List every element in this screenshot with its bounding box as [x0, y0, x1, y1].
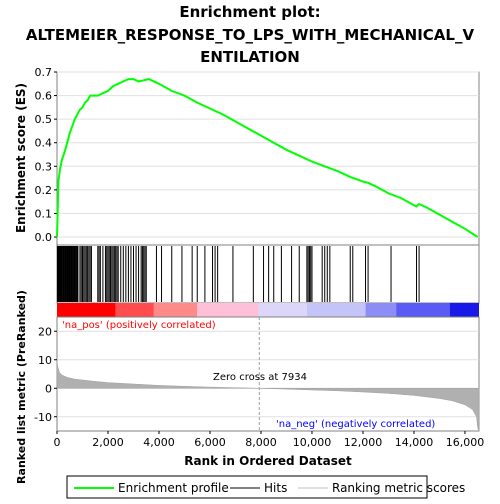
x-tick-label: 8,000: [245, 436, 277, 449]
chart-title: Enrichment plot: ALTEMEIER_RESPONSE_TO_L…: [26, 3, 475, 66]
color-bar-segment: [197, 303, 259, 317]
x-ticks: 0 2,000 4,000 6,000 8,000 10,000 12,000 14,000 1…: [54, 431, 485, 449]
color-bar-segment: [365, 303, 397, 317]
title-line-2: ALTEMEIER_RESPONSE_TO_LPS_WITH_MECHANICA…: [26, 26, 475, 44]
color-bar-segment: [153, 303, 198, 317]
x-tick-label: 16,000: [446, 436, 485, 449]
x-tick-label: 14,000: [395, 436, 434, 449]
title-line-1: Enrichment plot:: [179, 3, 320, 21]
enrichment-profile-line: [56, 78, 479, 238]
es-tick-label: 0.0: [35, 231, 53, 244]
metric-tick-label: 0: [45, 382, 52, 395]
x-tick-label: 12,000: [344, 436, 383, 449]
hits-panel-frame: [56, 244, 480, 304]
metric-tick-label: -10: [34, 411, 52, 424]
metric-y-ticks: -10 0 10 20: [34, 325, 57, 424]
es-tick-label: 0.4: [35, 137, 53, 150]
legend-label-metric: Ranking metric scores: [332, 481, 465, 495]
metric-panel-frame: [56, 316, 480, 432]
hit-marks: [57, 246, 420, 302]
color-bar-segment: [258, 303, 307, 317]
metric-tick-label: 10: [38, 354, 52, 367]
x-tick-label: 0: [54, 436, 61, 449]
ranking-color-bar: [57, 303, 479, 317]
title-line-3: ENTILATION: [200, 48, 300, 66]
color-bar-segment: [57, 303, 116, 317]
x-tick-label: 2,000: [92, 436, 124, 449]
x-axis-label: Rank in Ordered Dataset: [184, 454, 352, 468]
color-bar-segment: [396, 303, 450, 317]
legend-label-hits: Hits: [264, 481, 287, 495]
zero-cross-label: Zero cross at 7934: [213, 372, 307, 383]
es-tick-label: 0.7: [35, 66, 53, 79]
metric-y-axis-label: Ranked list metric (PreRanked): [15, 290, 28, 484]
es-panel-frame: [56, 71, 480, 246]
color-bar-segment: [115, 303, 154, 317]
es-tick-label: 0.2: [35, 184, 53, 197]
legend: Enrichment profile Hits Ranking metric s…: [66, 475, 465, 499]
es-tick-label: 0.3: [35, 160, 53, 173]
x-tick-label: 6,000: [194, 436, 226, 449]
x-tick-label: 4,000: [143, 436, 175, 449]
neg-label: 'na_neg' (negatively correlated): [276, 419, 435, 430]
legend-label-profile: Enrichment profile: [118, 481, 229, 495]
es-gridlines: [57, 71, 479, 238]
es-y-axis-label: Enrichment score (ES): [14, 83, 28, 233]
es-tick-label: 0.6: [35, 90, 53, 103]
metric-tick-label: 20: [38, 325, 52, 338]
color-bar-segment: [306, 303, 366, 317]
es-y-ticks: 0.0 0.1 0.2 0.3 0.4 0.5 0.6 0.7: [35, 66, 57, 244]
color-bar-segment: [449, 303, 479, 317]
es-tick-label: 0.1: [35, 207, 53, 220]
legend-box: [66, 475, 428, 499]
x-tick-label: 10,000: [293, 436, 332, 449]
es-tick-label: 0.5: [35, 113, 53, 126]
pos-label: 'na_pos' (positively correlated): [62, 320, 216, 331]
